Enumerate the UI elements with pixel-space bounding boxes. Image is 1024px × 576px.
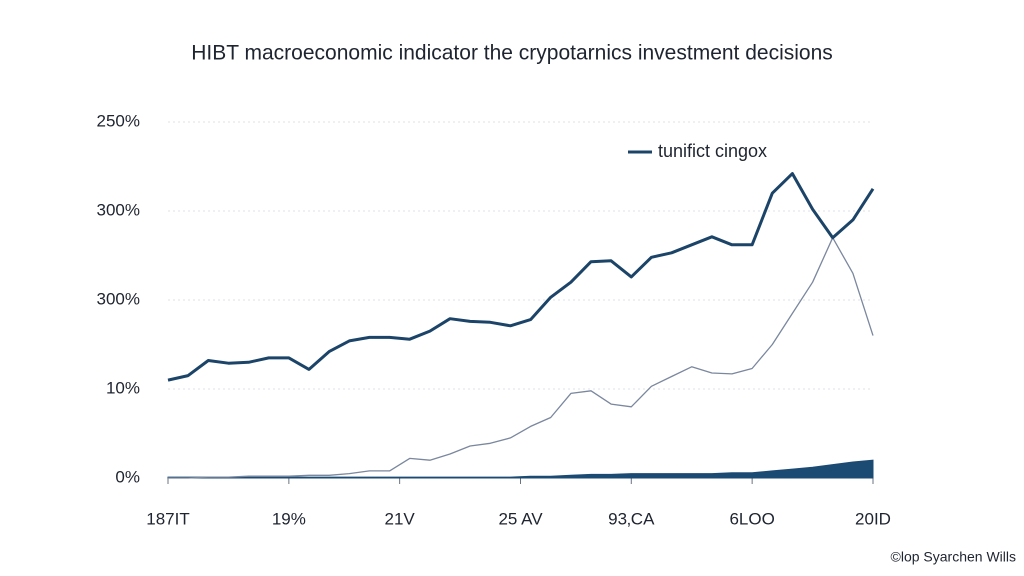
x-tick-label: 20ID [855, 509, 891, 528]
x-tick-label: 187IT [146, 509, 189, 528]
line [168, 237, 874, 479]
legend-label: tunifict cingox [658, 141, 767, 161]
chart-title: HIBT macroeconomic indicator the crypota… [191, 42, 833, 65]
x-tick-label: 25 AV [498, 509, 543, 528]
y-tick-label: 300% [97, 200, 140, 219]
x-tick-label: 19% [272, 509, 306, 528]
watermark: ©lop Syarchen Wills [891, 549, 1016, 565]
x-tick-label: 93‚CA [608, 509, 655, 528]
y-tick-label: 300% [97, 289, 140, 308]
x-tick-label: 6LOO [729, 509, 774, 528]
line [167, 172, 875, 382]
y-tick-label: 250% [97, 111, 140, 130]
y-tick-label: 0% [115, 467, 140, 486]
y-tick-label: 10% [106, 378, 140, 397]
x-tick-label: 21V [385, 509, 416, 528]
area [167, 459, 874, 479]
